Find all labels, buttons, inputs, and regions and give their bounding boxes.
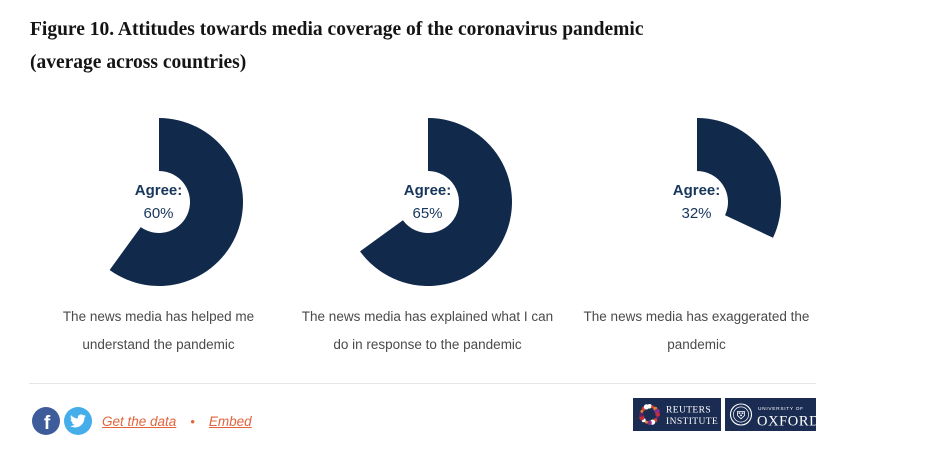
donut-1-agree-segment[interactable] (109, 118, 243, 286)
oxford-crest-icon (729, 403, 753, 426)
donut-chart-helped-understand: Agree: 60% The news media has helped me … (24, 117, 293, 359)
reuters-institute-logo-art: REUTERS INSTITUTE (633, 398, 721, 431)
donut-3-agree-segment[interactable] (696, 118, 781, 238)
oxford-logo-art: UNIVERSITY OF OXFORD (725, 398, 820, 431)
reuters-ring-icon (639, 404, 660, 425)
twitter-bird-icon (70, 414, 86, 428)
donut-2-svg (359, 118, 512, 286)
figure-title-line1: Figure 10. Attitudes towards media cover… (30, 19, 644, 40)
oxford-logo-line1: UNIVERSITY OF (758, 406, 804, 412)
donut-2-agree-segment[interactable] (359, 118, 512, 286)
get-the-data-link[interactable]: Get the data (102, 413, 177, 429)
footer-divider (29, 383, 816, 384)
donut-1-caption: The news media has helped me understand … (62, 309, 255, 352)
footer: f Get the data • Embed REUTERS INSTITUTE (29, 398, 820, 435)
figure-title-line2: (average across countries) (30, 52, 247, 73)
donut-3-caption: The news media has exaggerated the pande… (583, 309, 810, 352)
facebook-icon: f (43, 412, 51, 434)
footer-logos: REUTERS INSTITUTE UNIVERSITY OF (633, 398, 820, 431)
oxford-logo-line2: OXFORD (757, 414, 816, 430)
donut-chart-explained-response: Agree: 65% The news media has explained … (293, 117, 562, 359)
donut-3-svg (696, 118, 781, 238)
reuters-logo-line1: REUTERS (666, 406, 711, 416)
twitter-share-button[interactable] (64, 407, 92, 435)
reuters-institute-logo[interactable]: REUTERS INSTITUTE (633, 398, 721, 431)
embed-link[interactable]: Embed (208, 413, 252, 429)
charts-row: Agree: 60% The news media has helped me … (24, 117, 831, 359)
donut-3: Agree: 32% (612, 117, 782, 287)
link-separator-dot: • (190, 413, 195, 429)
donut-chart-exaggerated: Agree: 32% The news media has exaggerate… (562, 117, 831, 359)
donut-2: Agree: 65% (343, 117, 513, 287)
reuters-logo-line2: INSTITUTE (666, 417, 718, 427)
figure-title: Figure 10. Attitudes towards media cover… (30, 13, 643, 79)
university-of-oxford-logo[interactable]: UNIVERSITY OF OXFORD (725, 398, 820, 431)
facebook-share-button[interactable]: f (32, 407, 60, 435)
donut-2-caption: The news media has explained what I can … (301, 309, 554, 352)
donut-1: Agree: 60% (74, 117, 244, 287)
footer-links: Get the data • Embed (102, 414, 252, 429)
footer-share-and-links: f Get the data • Embed (32, 407, 252, 435)
donut-1-svg (109, 118, 243, 286)
